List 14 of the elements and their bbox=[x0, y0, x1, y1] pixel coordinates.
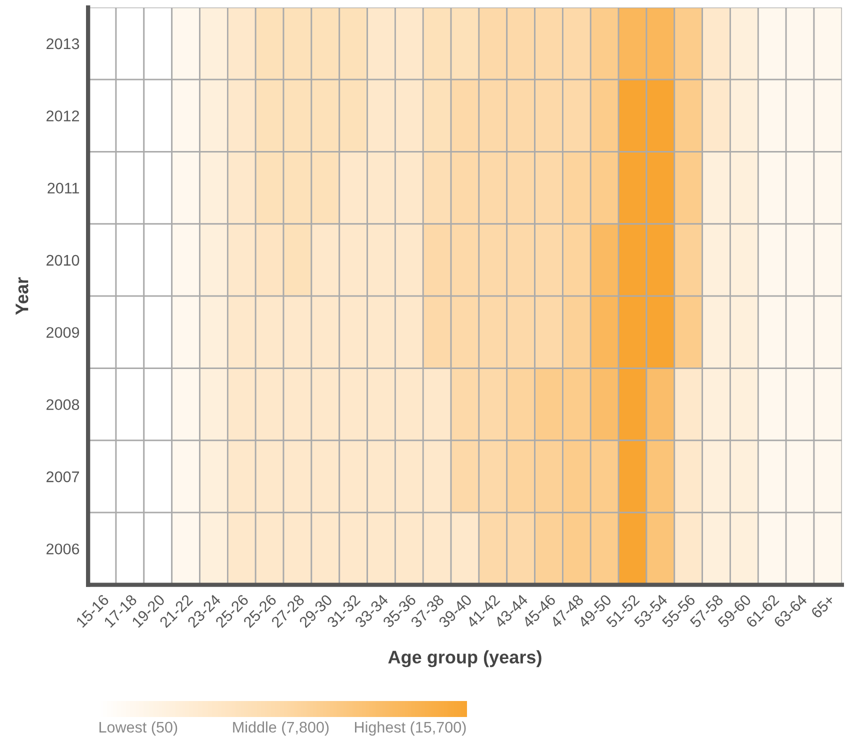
y-tick-label: 2012 bbox=[46, 110, 79, 122]
y-tick-label: 2008 bbox=[46, 399, 80, 410]
y-tick-label: 2006 bbox=[46, 544, 80, 554]
y-axis-title: Year bbox=[16, 277, 28, 315]
color-bar-label: Highest (15,700) bbox=[355, 721, 466, 736]
y-tick-label: 2009 bbox=[46, 327, 80, 338]
y-tick-label: 2011 bbox=[48, 182, 80, 194]
color-bar-label: Lowest (50) bbox=[100, 721, 178, 736]
y-tick-label: 2010 bbox=[46, 254, 80, 266]
y-tick-label: 2013 bbox=[46, 38, 80, 50]
x-tick-label: 65+ bbox=[810, 594, 836, 619]
x-axis-title: Age group (years) bbox=[388, 650, 542, 668]
y-tick-label: 2007 bbox=[46, 471, 79, 482]
color-bar-label: Middle (7,800) bbox=[233, 721, 329, 736]
